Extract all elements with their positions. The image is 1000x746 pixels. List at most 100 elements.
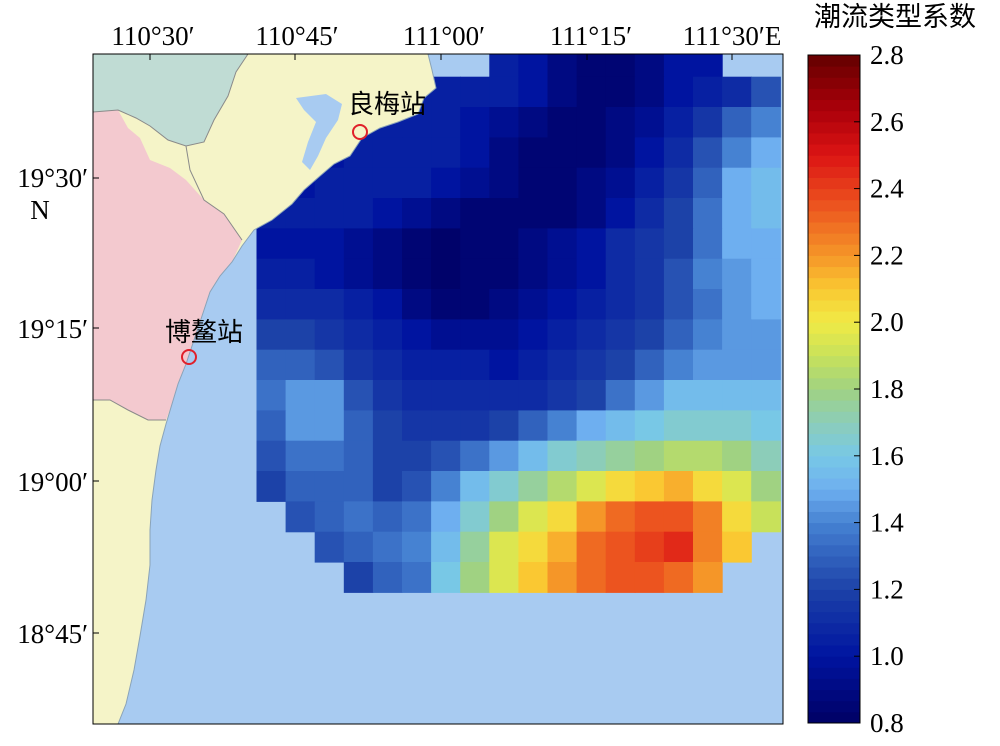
heatmap-cell xyxy=(314,319,345,351)
heatmap-cell xyxy=(489,501,519,533)
heatmap-cell xyxy=(285,228,316,260)
latitude-ticks xyxy=(93,177,99,634)
heatmap-cell xyxy=(634,76,665,108)
heatmap-cell xyxy=(634,501,665,533)
heatmap-cell xyxy=(722,440,752,472)
heatmap-cell xyxy=(751,380,781,411)
heatmap-cell xyxy=(722,319,752,351)
heatmap-cell xyxy=(722,289,752,320)
heatmap-cell xyxy=(576,167,607,199)
heatmap-cell xyxy=(663,410,694,442)
heatmap-cell xyxy=(663,531,694,563)
heatmap-cell xyxy=(722,380,752,411)
heatmap-cell xyxy=(693,76,723,108)
heatmap-cell xyxy=(489,380,519,411)
heatmap-cell xyxy=(460,501,490,533)
heatmap-cell xyxy=(431,76,461,108)
colorbar-tick-label: 2.4 xyxy=(870,174,904,204)
heatmap-cell xyxy=(634,258,665,290)
heatmap-cell xyxy=(663,289,694,320)
heatmap-cell xyxy=(431,562,461,593)
heatmap-cell xyxy=(402,289,432,320)
heatmap-cell xyxy=(518,107,549,138)
heatmap-cell xyxy=(693,349,723,381)
heatmap-cell xyxy=(343,319,374,351)
heatmap-cell xyxy=(663,471,694,502)
heatmap-cell xyxy=(489,440,519,472)
heatmap-cell xyxy=(314,471,345,502)
heatmap-cell xyxy=(547,76,578,108)
heatmap-cell xyxy=(343,501,374,533)
heatmap-cell xyxy=(343,167,374,199)
heatmap-cell xyxy=(663,107,694,138)
heatmap-cell xyxy=(489,198,519,229)
heatmap-cell xyxy=(314,289,345,320)
heatmap-cell xyxy=(489,531,519,563)
heatmap-cell xyxy=(314,258,345,290)
colorbar-tick-label: 2.0 xyxy=(870,307,904,337)
lon-label-1: 110°30′ xyxy=(111,21,194,51)
colorbar-band xyxy=(808,199,860,212)
heatmap-cell xyxy=(372,501,403,533)
colorbar-band xyxy=(808,66,860,78)
colorbar-band xyxy=(808,589,860,602)
heatmap-cell xyxy=(518,167,549,199)
heatmap-cell xyxy=(402,319,432,351)
heatmap-cell xyxy=(489,54,519,78)
colorbar-band xyxy=(808,266,860,279)
heatmap-cell xyxy=(402,228,432,260)
heatmap-cell xyxy=(431,107,461,138)
heatmap-cell xyxy=(576,562,607,593)
heatmap-cell xyxy=(314,501,345,533)
latitude-labels: 19°30′ N 19°15′ 19°00′ 18°45′ xyxy=(17,163,88,649)
colorbar-tick-label: 1.4 xyxy=(870,508,904,538)
lat-label-2: 19°15′ xyxy=(17,314,88,344)
heatmap-cell xyxy=(460,258,490,290)
heatmap-cell xyxy=(460,440,490,472)
colorbar-band xyxy=(808,311,860,323)
heatmap-cell xyxy=(518,258,549,290)
heatmap-cell xyxy=(489,167,519,199)
heatmap-cell xyxy=(634,410,665,442)
heatmap-cell xyxy=(285,440,316,472)
heatmap-cell xyxy=(605,410,636,442)
liangmei-bay xyxy=(296,94,342,170)
heatmap-cell xyxy=(402,380,432,411)
colorbar-band xyxy=(808,99,860,112)
lat-label-3: 19°00′ xyxy=(17,467,88,497)
heatmap-cells xyxy=(256,54,781,593)
colorbar-band xyxy=(808,166,860,178)
heatmap-cell xyxy=(751,107,781,138)
colorbar-band xyxy=(808,455,860,468)
colorbar-band xyxy=(808,556,860,568)
colorbar-tick-label: 0.8 xyxy=(870,708,904,738)
heatmap-cell xyxy=(518,349,549,381)
heatmap-cell xyxy=(402,349,432,381)
heatmap-cell xyxy=(576,440,607,472)
lon-label-4: 111°15′ xyxy=(550,21,632,51)
heatmap-cell xyxy=(460,531,490,563)
heatmap-cell xyxy=(576,228,607,260)
heatmap-cell xyxy=(489,319,519,351)
heatmap-cell xyxy=(285,471,316,502)
heatmap-cell xyxy=(256,440,287,472)
heatmap-cell xyxy=(576,198,607,229)
heatmap-cell xyxy=(663,380,694,411)
colorbar-band xyxy=(808,288,860,301)
heatmap-cell xyxy=(372,137,403,169)
heatmap-cell xyxy=(518,531,549,563)
lat-label-1: 19°30′ xyxy=(17,163,88,193)
heatmap-cell xyxy=(518,410,549,442)
heatmap-cell xyxy=(431,440,461,472)
heatmap-cell xyxy=(634,319,665,351)
heatmap-cell xyxy=(343,258,374,290)
heatmap-cell xyxy=(372,319,403,351)
heatmap-cell xyxy=(489,289,519,320)
heatmap-cell xyxy=(402,471,432,502)
heatmap-cell xyxy=(751,471,781,502)
heatmap-cell xyxy=(663,228,694,260)
colorbar-band xyxy=(808,244,860,256)
heatmap-cell xyxy=(693,319,723,351)
heatmap-cell xyxy=(518,562,549,593)
